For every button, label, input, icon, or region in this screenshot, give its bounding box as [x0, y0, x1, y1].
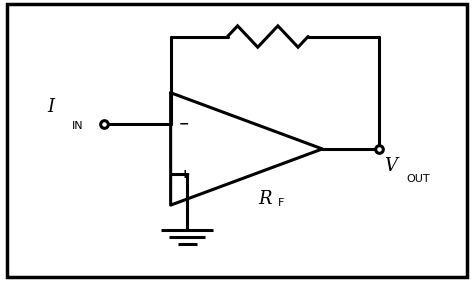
Text: V: V — [384, 157, 397, 175]
Text: +: + — [179, 168, 190, 181]
Text: R: R — [259, 190, 272, 208]
Text: F: F — [278, 198, 284, 208]
Text: OUT: OUT — [407, 174, 430, 184]
Text: IN: IN — [72, 121, 84, 132]
Text: −: − — [179, 117, 190, 130]
Text: I: I — [47, 98, 55, 116]
